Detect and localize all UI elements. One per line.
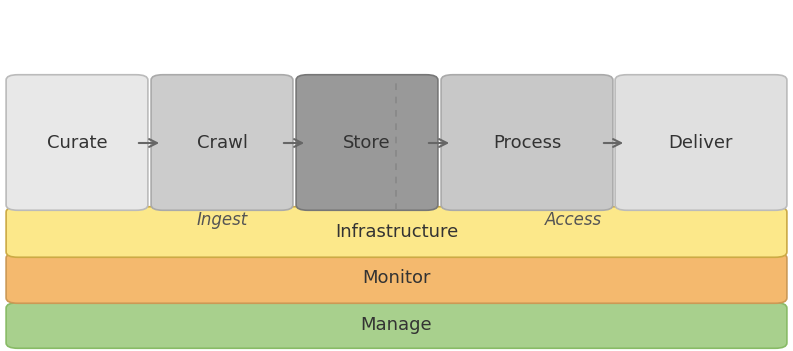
Text: Process: Process: [492, 133, 561, 152]
Text: Deliver: Deliver: [668, 133, 734, 152]
Text: Crawl: Crawl: [197, 133, 247, 152]
FancyBboxPatch shape: [151, 75, 293, 210]
FancyBboxPatch shape: [6, 253, 787, 303]
FancyBboxPatch shape: [615, 75, 787, 210]
Text: Store: Store: [343, 133, 391, 152]
Text: Monitor: Monitor: [362, 269, 431, 287]
Text: Ingest: Ingest: [197, 211, 247, 229]
Text: Manage: Manage: [361, 317, 432, 335]
Text: Access: Access: [545, 211, 602, 229]
FancyBboxPatch shape: [6, 75, 148, 210]
FancyBboxPatch shape: [6, 207, 787, 257]
FancyBboxPatch shape: [6, 303, 787, 348]
FancyBboxPatch shape: [441, 75, 613, 210]
Text: Curate: Curate: [47, 133, 107, 152]
FancyBboxPatch shape: [296, 75, 438, 210]
Text: Infrastructure: Infrastructure: [335, 223, 458, 241]
